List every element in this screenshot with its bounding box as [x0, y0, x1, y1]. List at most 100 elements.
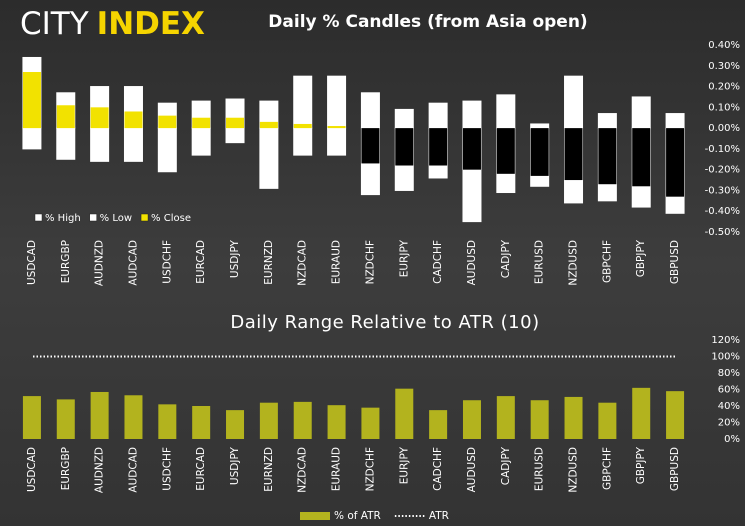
- y-tick-label: 80%: [718, 368, 740, 379]
- x-tick-label: EURAUD: [331, 240, 343, 284]
- bar: [327, 405, 346, 439]
- x-tick-label: AUDUSD: [466, 447, 478, 492]
- x-tick-label: AUDNZD: [94, 240, 106, 286]
- range-bar: [597, 113, 617, 129]
- range-bar: [327, 127, 347, 156]
- range-bar: [631, 96, 651, 129]
- close-bar: [632, 128, 651, 187]
- bar: [158, 404, 177, 439]
- bar: [462, 400, 481, 439]
- close-bar: [666, 128, 685, 197]
- x-tick-label: CADJPY: [500, 239, 512, 278]
- x-tick-label: EURCAD: [195, 447, 207, 491]
- close-bar: [22, 72, 41, 129]
- x-tick-label: NZDUSD: [568, 240, 580, 286]
- range-bar: [123, 127, 143, 162]
- chart-title: Daily % Candles (from Asia open): [268, 12, 587, 32]
- x-tick-label: EURAUD: [331, 447, 343, 491]
- y-tick-label: 0.20%: [708, 82, 740, 93]
- range-bar: [56, 127, 76, 160]
- bar: [124, 395, 143, 439]
- close-bar: [361, 128, 380, 164]
- x-tick-label: USDCHF: [161, 447, 173, 491]
- close-bar: [598, 128, 617, 185]
- close-bar: [327, 126, 346, 129]
- bar: [293, 401, 312, 439]
- legend-label: % Low: [100, 213, 132, 224]
- range-bar: [530, 123, 550, 129]
- range-bar: [157, 127, 177, 173]
- close-bar: [293, 123, 312, 129]
- bar: [564, 396, 583, 439]
- range-bar: [225, 127, 245, 144]
- range-bar: [293, 75, 313, 129]
- legend-label: % High: [45, 213, 81, 224]
- bar: [632, 387, 651, 439]
- x-tick-label: EURGBP: [60, 447, 72, 490]
- x-tick-label: USDCAD: [26, 240, 38, 285]
- bar: [429, 410, 448, 439]
- legend-label: % Close: [151, 213, 191, 224]
- y-tick-label: -0.10%: [705, 144, 740, 155]
- x-tick-label: EURGBP: [60, 240, 72, 283]
- range-bar: [462, 100, 482, 129]
- y-tick-label: 0.40%: [708, 40, 740, 51]
- y-tick-label: -0.50%: [705, 227, 740, 238]
- bar: [259, 402, 278, 439]
- x-tick-label: NZDCHF: [364, 240, 376, 284]
- x-tick-label: NZDCAD: [297, 240, 309, 286]
- legend-label: % of ATR: [334, 510, 381, 522]
- x-tick-label: GBPCHF: [601, 447, 613, 490]
- logo: CITY INDEX: [20, 6, 205, 42]
- y-tick-label: 40%: [718, 401, 740, 412]
- range-bar: [394, 108, 414, 129]
- legend-swatch: [89, 213, 97, 222]
- x-tick-label: EURUSD: [534, 240, 546, 284]
- x-tick-label: CADJPY: [500, 446, 512, 485]
- x-tick-label: EURUSD: [534, 447, 546, 491]
- close-bar: [192, 117, 211, 129]
- x-tick-label: GBPCHF: [601, 240, 613, 283]
- range-bar: [360, 92, 380, 129]
- y-tick-label: -0.20%: [705, 165, 740, 176]
- range-bar: [327, 75, 347, 129]
- bar: [666, 391, 685, 439]
- close-bar: [158, 115, 177, 129]
- x-tick-label: USDJPY: [229, 239, 241, 278]
- close-bar: [564, 128, 583, 181]
- y-tick-label: -0.40%: [705, 206, 740, 217]
- y-tick-label: 0.10%: [708, 102, 740, 113]
- y-tick-label: 0.30%: [708, 61, 740, 72]
- range-bar: [496, 94, 516, 129]
- close-bar: [124, 111, 143, 129]
- legend-swatch: [34, 213, 43, 222]
- y-tick-label: 100%: [711, 352, 740, 363]
- x-tick-label: EURNZD: [263, 447, 275, 492]
- bar: [496, 396, 515, 439]
- y-tick-label: 20%: [718, 418, 740, 429]
- y-tick-label: 0.00%: [708, 123, 740, 134]
- close-bar: [429, 128, 448, 166]
- bar: [56, 399, 75, 439]
- bar: [90, 391, 109, 439]
- logo-index: INDEX: [97, 6, 205, 42]
- range-bar: [564, 75, 584, 129]
- x-tick-label: USDCAD: [26, 447, 38, 492]
- bar: [22, 396, 41, 439]
- x-tick-label: GBPUSD: [669, 447, 681, 491]
- x-tick-label: AUDCAD: [127, 447, 139, 493]
- close-bar: [56, 105, 75, 129]
- x-tick-label: CADCHF: [432, 447, 444, 491]
- range-bar: [191, 127, 211, 156]
- range-bar: [428, 102, 448, 129]
- x-tick-label: USDJPY: [229, 446, 241, 485]
- logo-city: CITY: [20, 6, 89, 42]
- close-bar: [259, 121, 278, 129]
- legend-swatch: [140, 213, 149, 222]
- y-tick-label: -0.30%: [705, 185, 740, 196]
- close-bar: [395, 128, 414, 166]
- y-tick-label: 60%: [718, 385, 740, 396]
- range-bar: [259, 127, 279, 189]
